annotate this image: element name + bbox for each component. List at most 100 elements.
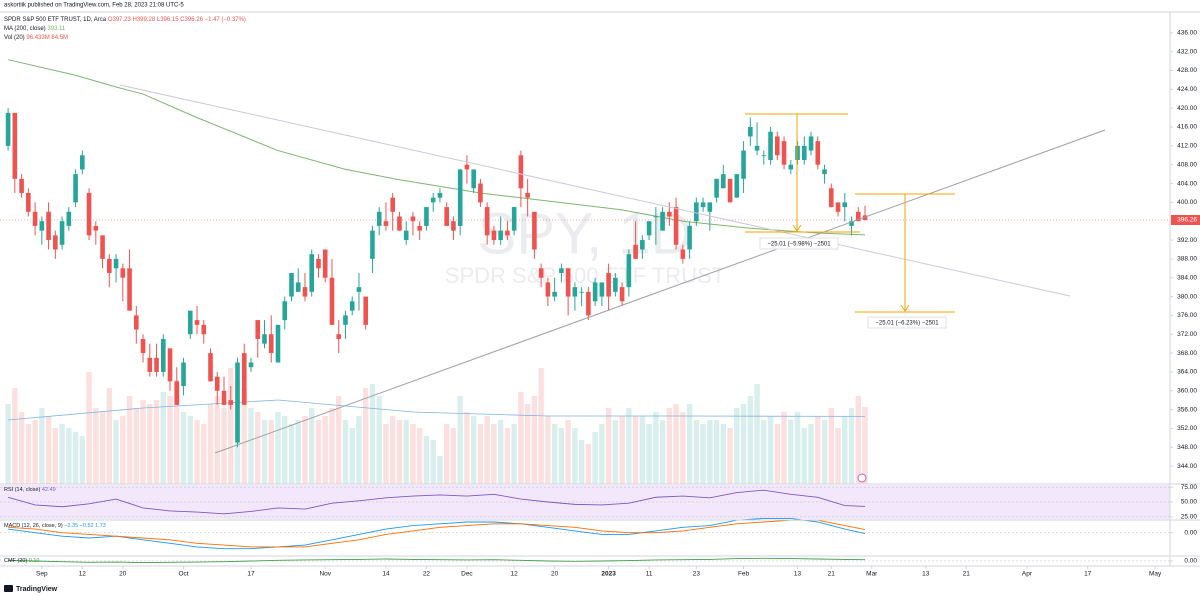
measure-label: −25.01 (−5.98%) −2501	[767, 242, 831, 248]
volume-bar	[788, 420, 794, 484]
candle-body	[795, 145, 800, 160]
candle-body	[532, 211, 537, 250]
volume-bar	[423, 436, 430, 484]
candle-body	[73, 174, 78, 203]
volume-bar	[133, 408, 139, 484]
candle-body	[26, 192, 31, 212]
volume-bar	[389, 416, 396, 484]
volume-bar	[680, 412, 686, 484]
volume-bar	[538, 368, 544, 484]
price-axis	[1170, 0, 1200, 582]
volume-bar	[126, 396, 133, 484]
x-tick-label: Apr	[1022, 571, 1033, 578]
y-tick-label: 352.00	[1177, 425, 1197, 432]
candle-body	[383, 221, 389, 226]
candle-body	[761, 155, 767, 157]
candle-body	[349, 301, 355, 311]
candle-body	[53, 235, 58, 250]
volume-bar	[187, 416, 193, 484]
candle-body	[579, 291, 584, 293]
logo	[4, 585, 13, 592]
y-tick-label: 420.00	[1177, 105, 1197, 112]
candle-body	[862, 215, 868, 220]
candle-body	[592, 282, 598, 302]
volume-bar	[632, 416, 639, 484]
volume-bar	[430, 440, 436, 484]
volume-bar	[497, 420, 504, 484]
candle-body	[680, 249, 686, 259]
last-price-tag	[1171, 214, 1200, 225]
candle-body	[822, 169, 827, 175]
volume-bar	[248, 408, 254, 484]
candle-body	[855, 211, 861, 222]
candle-body	[511, 207, 517, 231]
ma-label: MA (200, close)	[4, 26, 46, 32]
candle-body	[808, 136, 814, 151]
y-tick-label: 424.00	[1177, 86, 1197, 93]
candle-body	[464, 164, 470, 170]
volume-bar	[504, 428, 511, 484]
volume-bar	[619, 416, 625, 484]
pane-value: 0.10	[29, 558, 40, 564]
measure-box	[759, 237, 839, 250]
candle-body	[5, 112, 11, 146]
candle-body	[262, 334, 267, 344]
vol-legend: Vol (20) 96.433M 84.5M	[4, 35, 68, 41]
candle-body	[714, 178, 719, 198]
publisher: askortiik published on TradingView.com, …	[4, 3, 184, 9]
candle-body	[815, 141, 821, 165]
candle-body	[208, 353, 213, 382]
volume-bar	[52, 428, 59, 484]
volume-bar	[707, 420, 713, 484]
measure-arrow	[900, 304, 910, 312]
volume-bar	[363, 388, 369, 484]
x-tick-label: 17	[247, 571, 255, 578]
watermark-symbol: SPY, 1D	[478, 201, 693, 266]
pane-value: −2.35 −0.52 1.73	[64, 523, 106, 529]
y-tick-label: 344.00	[1177, 463, 1197, 470]
volume-bar	[241, 388, 247, 484]
volume-bar	[376, 396, 382, 484]
volume-ma	[8, 399, 866, 421]
volume-bar	[470, 416, 477, 484]
event-icon[interactable]	[857, 473, 867, 483]
volume-bar	[5, 404, 11, 484]
y-tick-label: 400.00	[1177, 199, 1197, 206]
candle-body	[181, 362, 186, 387]
candle-body	[336, 334, 342, 339]
candle-body	[12, 112, 18, 179]
volume-bar	[531, 396, 538, 484]
candle-body	[302, 287, 308, 297]
volume-bar	[565, 420, 571, 484]
candle-body	[667, 211, 672, 217]
volume-bar	[349, 428, 355, 484]
candle-body	[606, 273, 611, 297]
volume-bar	[437, 456, 443, 484]
y-tick-label: 0.00	[1184, 558, 1197, 565]
volume-bar	[646, 424, 652, 484]
x-tick-label: Dec	[461, 571, 473, 578]
candle-body	[417, 225, 422, 231]
volume-bar	[322, 416, 328, 484]
candle-body	[147, 357, 153, 372]
volume-bar	[160, 392, 166, 484]
candle-body	[619, 287, 625, 302]
candle-body	[120, 268, 126, 278]
volume-bar	[740, 404, 747, 484]
volume-bar	[585, 444, 592, 484]
candle-body	[275, 324, 281, 363]
candle-body	[721, 174, 726, 189]
volume-bar	[214, 396, 220, 484]
volume-bar	[605, 408, 612, 484]
symbol: SPDR S&P 500 ETF TRUST, 1D, Arca	[4, 17, 107, 23]
symbol-legend: SPDR S&P 500 ETF TRUST, 1D, Arca O397.23…	[4, 17, 246, 23]
volume-bar	[801, 428, 807, 484]
candle-body	[842, 202, 848, 208]
x-tick-label: 14	[382, 571, 390, 578]
volume-bar	[32, 420, 38, 484]
candle-body	[673, 207, 679, 245]
candle-body	[127, 268, 132, 311]
vol-value: 96.433M 84.5M	[26, 35, 68, 41]
candle-body	[741, 150, 746, 179]
candle-body	[174, 381, 180, 405]
